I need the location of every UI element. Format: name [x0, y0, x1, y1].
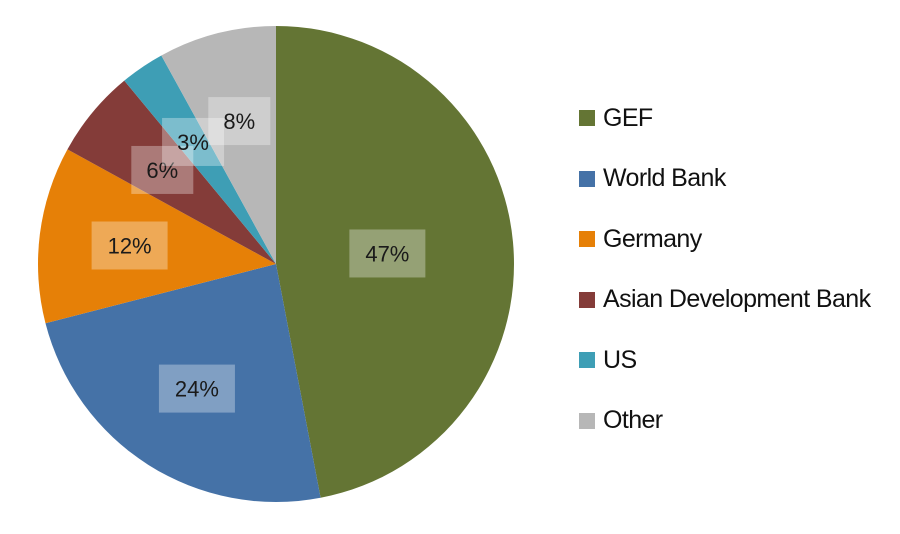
- legend-swatch: [579, 170, 595, 187]
- pie-slices: [38, 26, 515, 502]
- legend-item-germany: Germany: [579, 209, 871, 270]
- chart-legend: GEF World Bank Germany Asian Development Ba…: [579, 88, 871, 451]
- data-label-box-germany: [91, 221, 168, 270]
- pie-slice-germany: [38, 149, 277, 324]
- legend-swatch: [579, 352, 595, 369]
- pie-data-labels: 47% 24% 12% 6% 3% 8%: [91, 97, 426, 413]
- legend-item-other: Other: [579, 391, 871, 452]
- legend-label: Asian Development Bank: [603, 285, 871, 314]
- data-label-us: 3%: [177, 130, 209, 155]
- legend-label: Germany: [603, 224, 702, 253]
- data-label-box-us: [162, 117, 225, 166]
- data-label-box-asian-development-bank: [131, 145, 194, 194]
- legend-swatch: [579, 291, 595, 308]
- pie-slice-us: [124, 55, 276, 264]
- legend-item-gef: GEF: [579, 88, 871, 149]
- data-label-world-bank: 24%: [175, 377, 219, 402]
- pie-slice-asian-development-bank: [67, 80, 276, 264]
- legend-swatch: [579, 110, 595, 127]
- legend-label: World Bank: [603, 164, 726, 193]
- legend-label: GEF: [603, 103, 653, 132]
- data-label-other: 8%: [223, 109, 255, 134]
- legend-label: US: [603, 345, 637, 374]
- data-label-box-gef: [349, 229, 426, 278]
- legend-swatch: [579, 231, 595, 248]
- pie-slice-other: [161, 26, 276, 264]
- data-label-box-world-bank: [158, 364, 235, 413]
- pie-slice-gef: [276, 26, 515, 498]
- pie-slice-world-bank: [45, 264, 321, 502]
- data-label-asian-development-bank: 6%: [146, 158, 178, 183]
- legend-label: Other: [603, 406, 663, 435]
- data-label-germany: 12%: [108, 234, 152, 259]
- legend-swatch: [579, 412, 595, 429]
- legend-item-world-bank: World Bank: [579, 149, 871, 210]
- legend-item-us: US: [579, 330, 871, 391]
- data-label-box-other: [208, 97, 271, 146]
- legend-item-asian-development-bank: Asian Development Bank: [579, 270, 871, 331]
- data-label-gef: 47%: [365, 241, 409, 266]
